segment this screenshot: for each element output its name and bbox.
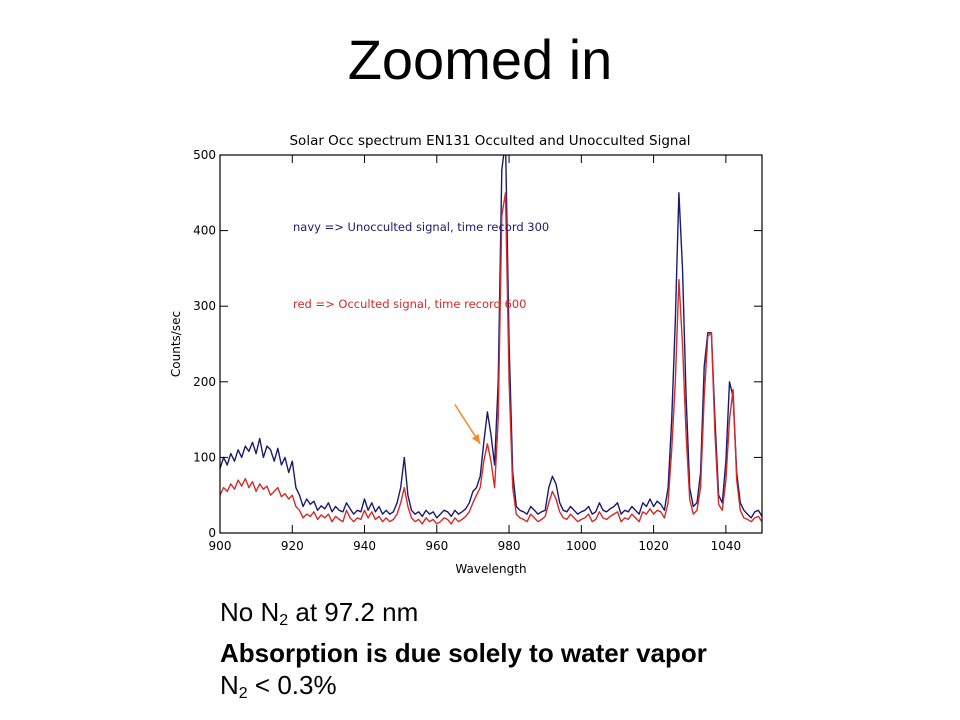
annotation-arrow (454, 404, 481, 445)
y-tick-label: 400 (193, 224, 216, 238)
arrow-head (471, 434, 481, 444)
note-no-n2: No N2 at 97.2 nm (220, 597, 419, 629)
x-tick-label: 1040 (711, 539, 742, 553)
y-axis-label: Counts/sec (169, 311, 183, 377)
legend-note-unocculted: navy => Unocculted signal, time record 3… (293, 220, 549, 234)
x-tick-label: 1000 (566, 539, 597, 553)
y-tick-label: 200 (193, 375, 216, 389)
note-n2-limit: N2 < 0.3% (220, 670, 337, 702)
y-tick-label: 500 (193, 148, 216, 162)
plot-frame (219, 154, 763, 534)
series-line-unocculted (220, 155, 762, 519)
spectrum-chart: Solar Occ spectrum EN131 Occulted and Un… (169, 133, 763, 576)
y-axis: 0 100 200 300 400 500 (193, 148, 762, 540)
series-line-occulted (220, 192, 762, 525)
note-absorption: Absorption is due solely to water vapor (220, 638, 707, 668)
x-axis-label: Wavelength (455, 562, 526, 576)
slide-title: Zoomed in (347, 28, 613, 91)
legend-note-occulted: red => Occulted signal, time record 600 (293, 297, 526, 311)
x-tick-label: 1020 (638, 539, 669, 553)
y-tick-label: 100 (193, 450, 216, 464)
x-tick-label: 940 (353, 539, 376, 553)
x-axis: 900 920 940 960 980 1000 1020 1040 (209, 155, 742, 553)
chart-title: Solar Occ spectrum EN131 Occulted and Un… (289, 133, 690, 149)
notes-block: No N2 at 97.2 nm Absorption is due solel… (220, 596, 707, 710)
x-tick-label: 980 (498, 539, 521, 553)
y-tick-label: 300 (193, 299, 216, 313)
y-tick-label: 0 (208, 526, 216, 540)
plot-area (220, 155, 762, 525)
x-tick-label: 960 (425, 539, 448, 553)
x-tick-label: 900 (209, 539, 232, 553)
x-tick-label: 920 (281, 539, 304, 553)
